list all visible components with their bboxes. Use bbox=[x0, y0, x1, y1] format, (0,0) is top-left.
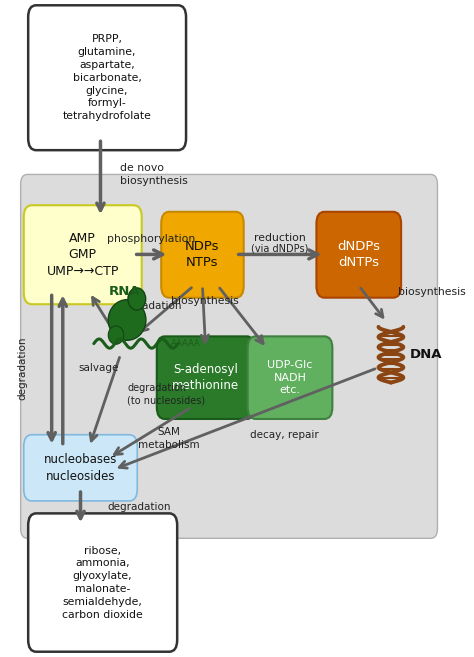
Text: degradation
(to nucleosides): degradation (to nucleosides) bbox=[127, 383, 205, 405]
Text: SAM
metabolism: SAM metabolism bbox=[138, 428, 200, 450]
Ellipse shape bbox=[128, 288, 146, 310]
FancyBboxPatch shape bbox=[28, 5, 186, 150]
Text: de novo
biosynthesis: de novo biosynthesis bbox=[120, 163, 188, 186]
Text: degradation: degradation bbox=[107, 502, 171, 512]
Text: (via dNDPs): (via dNDPs) bbox=[251, 244, 309, 254]
FancyBboxPatch shape bbox=[24, 205, 142, 304]
Text: reduction: reduction bbox=[254, 233, 306, 243]
Text: S-adenosyl
methionine: S-adenosyl methionine bbox=[172, 363, 239, 392]
Ellipse shape bbox=[108, 300, 146, 340]
FancyBboxPatch shape bbox=[248, 336, 332, 419]
FancyBboxPatch shape bbox=[21, 174, 438, 538]
Text: salvage: salvage bbox=[78, 363, 118, 373]
Text: ribose,
ammonia,
glyoxylate,
malonate-
semialdehyde,
carbon dioxide: ribose, ammonia, glyoxylate, malonate- s… bbox=[62, 545, 143, 620]
FancyBboxPatch shape bbox=[24, 435, 137, 501]
Text: NDPs
NTPs: NDPs NTPs bbox=[185, 240, 220, 269]
Text: dNDPs
dNTPs: dNDPs dNTPs bbox=[337, 240, 380, 269]
Text: RNA: RNA bbox=[109, 284, 141, 298]
Text: biosynthesis: biosynthesis bbox=[171, 296, 238, 306]
Text: degradation: degradation bbox=[118, 300, 182, 311]
FancyBboxPatch shape bbox=[317, 212, 401, 298]
Text: nucleobases
nucleosides: nucleobases nucleosides bbox=[44, 453, 117, 483]
Text: degradation: degradation bbox=[18, 336, 28, 399]
Text: UDP-Glc
NADH
etc.: UDP-Glc NADH etc. bbox=[267, 360, 313, 396]
Text: decay, repair: decay, repair bbox=[250, 430, 319, 440]
Text: AMP
GMP
UMP→→CTP: AMP GMP UMP→→CTP bbox=[46, 232, 119, 278]
Ellipse shape bbox=[108, 326, 124, 344]
Text: PRPP,
glutamine,
aspartate,
bicarbonate,
glycine,
formyl-
tetrahydrofolate: PRPP, glutamine, aspartate, bicarbonate,… bbox=[63, 34, 152, 121]
Text: DNA: DNA bbox=[410, 348, 442, 361]
FancyBboxPatch shape bbox=[157, 336, 255, 419]
FancyBboxPatch shape bbox=[28, 513, 177, 652]
Text: biosynthesis: biosynthesis bbox=[398, 288, 465, 298]
FancyBboxPatch shape bbox=[161, 212, 244, 298]
Text: phosphorylation: phosphorylation bbox=[107, 235, 196, 244]
Text: AAAAA: AAAAA bbox=[172, 339, 201, 348]
